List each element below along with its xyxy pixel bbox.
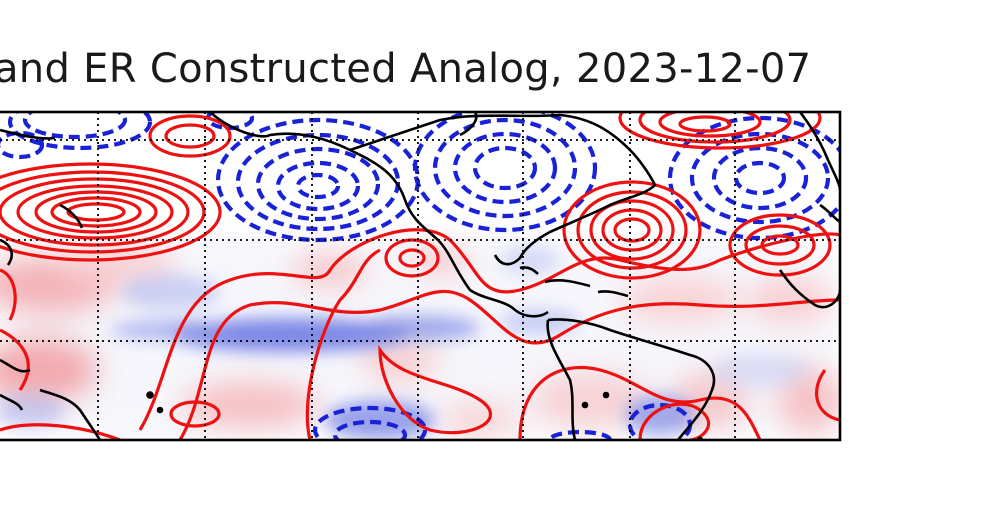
map-frame	[0, 110, 842, 442]
map-gridlines	[0, 112, 840, 440]
anomaly-shading	[0, 236, 840, 440]
positive-contours	[0, 112, 840, 440]
figure-title: and ER Constructed Analog, 2023-12-07	[0, 46, 812, 92]
